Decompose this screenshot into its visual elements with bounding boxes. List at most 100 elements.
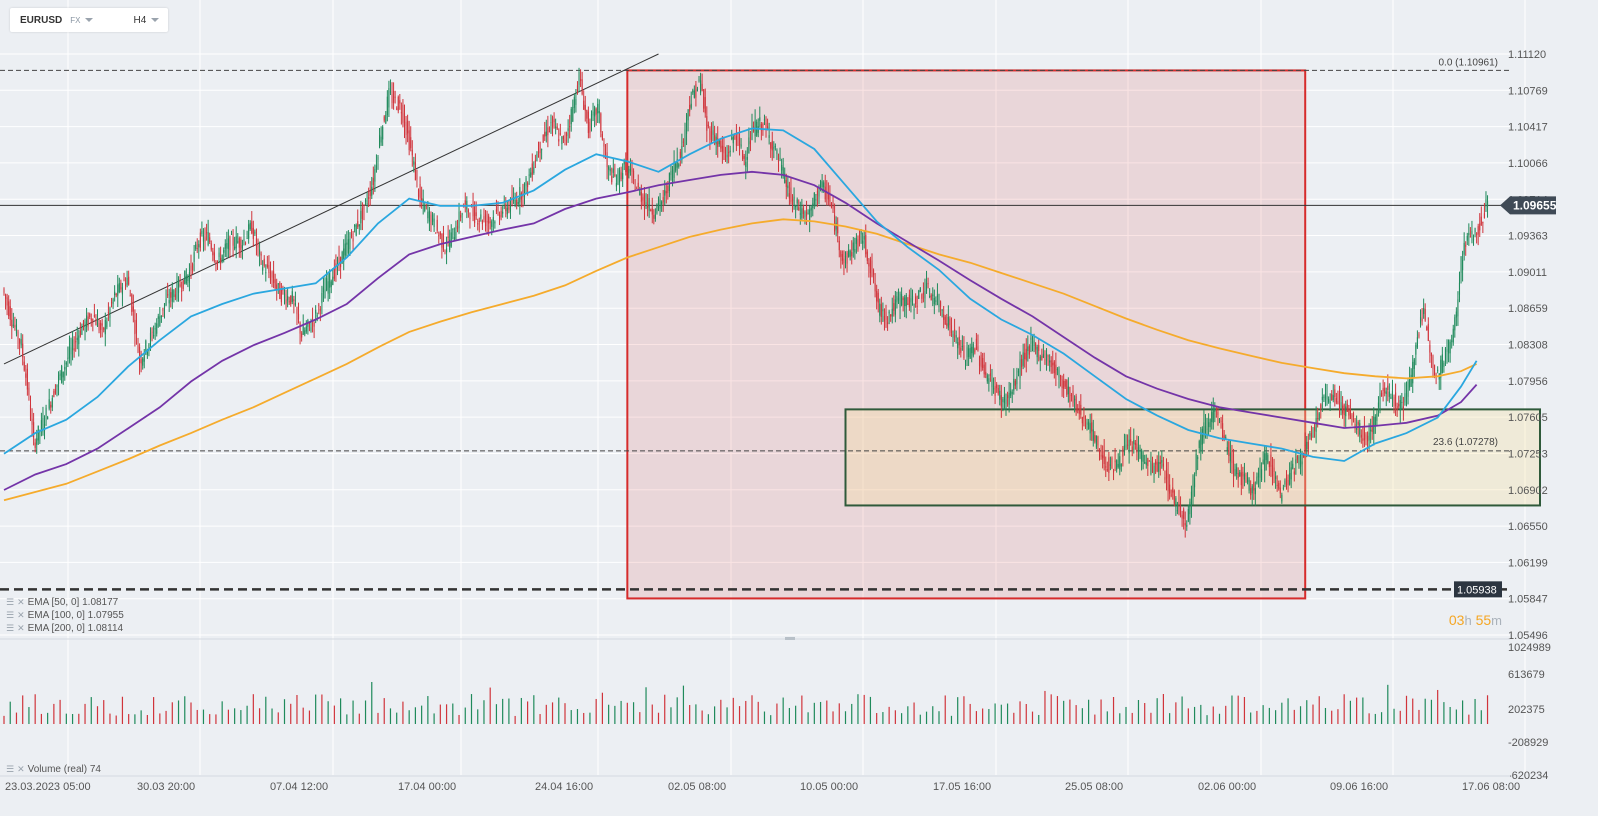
candle-body [81, 327, 83, 335]
candle-body [1399, 400, 1401, 411]
timeframe-selector[interactable]: H4 [133, 14, 147, 26]
candle-body [1092, 429, 1094, 441]
candle-body [1176, 510, 1178, 512]
candle-body [244, 242, 247, 244]
candle-body [793, 196, 795, 207]
candle-body [315, 309, 317, 314]
time-tick-label: 25.05 08:00 [1065, 781, 1123, 793]
candle-body [919, 288, 921, 292]
candle-body [396, 108, 398, 110]
candle-body [1133, 440, 1135, 444]
candle-body [383, 116, 385, 121]
candle-body [502, 211, 504, 214]
settings-icon[interactable]: ☰ [6, 623, 15, 633]
volume-tick-label: -208929 [1508, 737, 1548, 749]
symbol-selector[interactable]: EURUSD FX H4 [10, 8, 168, 32]
legend-ema200[interactable]: ☰ ✕ EMA [200, 0] 1.08114 [6, 623, 123, 634]
candle-body [121, 287, 123, 295]
candle-body [190, 265, 192, 271]
candle-body [449, 239, 451, 250]
candle-body [139, 347, 141, 363]
candle-body [829, 193, 831, 202]
settings-icon[interactable]: ☰ [6, 610, 15, 620]
candle-body [618, 170, 621, 183]
candle-body [1022, 352, 1024, 366]
candle-body [20, 338, 22, 346]
candle-body [1379, 393, 1381, 411]
candle-body [1443, 362, 1445, 367]
candle-body [296, 307, 298, 315]
close-icon[interactable]: ✕ [17, 610, 25, 620]
candle-body [1298, 456, 1300, 465]
candle-body [153, 335, 155, 337]
candle-body [215, 261, 217, 264]
candle-body [530, 172, 532, 178]
candle-body [693, 90, 695, 98]
candle-body [1209, 419, 1211, 428]
candle-body [718, 140, 720, 145]
candle-body [361, 208, 363, 219]
candle-body [218, 252, 220, 258]
candle-body [1158, 461, 1160, 472]
settings-icon[interactable]: ☰ [6, 597, 15, 607]
candle-body [422, 198, 424, 203]
legend-volume[interactable]: ☰ ✕ Volume (real) 74 [6, 764, 101, 775]
candle-body [918, 290, 920, 299]
candle-body [509, 198, 512, 212]
candle-body [1240, 472, 1242, 486]
candle-body [837, 226, 839, 234]
candle-body [1343, 404, 1345, 416]
candle-body [830, 202, 833, 208]
candle-body [1061, 379, 1063, 389]
candle-body [1086, 422, 1088, 425]
candle-body [534, 160, 536, 162]
candle-body [999, 390, 1001, 400]
candle-body [1362, 438, 1364, 441]
candle-body [98, 323, 100, 331]
chevron-down-icon[interactable] [85, 18, 94, 22]
candle-body [508, 206, 510, 210]
candle-body [352, 238, 354, 242]
candle-body [729, 150, 731, 153]
candle-body [1137, 447, 1140, 452]
legend-ema50[interactable]: ☰ ✕ EMA [50, 0] 1.08177 [6, 597, 118, 608]
price-tick-label: 1.08308 [1508, 340, 1548, 352]
candle-body [818, 186, 820, 197]
candle-body [489, 221, 491, 223]
legend-ema100[interactable]: ☰ ✕ EMA [100, 0] 1.07955 [6, 610, 124, 621]
candle-body [332, 276, 334, 285]
candle-body [460, 214, 462, 218]
candle-body [1187, 508, 1189, 521]
close-icon[interactable]: ✕ [17, 597, 25, 607]
candle-body [676, 159, 678, 168]
candle-body [397, 96, 399, 111]
candle-body [916, 305, 918, 307]
candle-body [1111, 457, 1113, 469]
candle-body [740, 144, 742, 147]
candle-body [1010, 390, 1012, 396]
candle-body [1144, 462, 1146, 464]
candle-body [435, 232, 437, 234]
candle-body [134, 319, 136, 335]
close-icon[interactable]: ✕ [17, 623, 25, 633]
candle-body [1419, 317, 1422, 324]
close-icon[interactable]: ✕ [17, 764, 25, 774]
symbol-name[interactable]: EURUSD [20, 14, 63, 26]
candle-body [313, 322, 315, 327]
candle-body [960, 347, 962, 353]
candle-body [1454, 317, 1456, 331]
chevron-down-icon[interactable] [151, 18, 160, 22]
candle-body [911, 295, 914, 301]
candle-body [936, 294, 938, 298]
candle-body [1179, 506, 1182, 511]
candle-body [1136, 443, 1138, 453]
candle-body [879, 303, 881, 316]
candle-body [148, 344, 150, 352]
volume-tick-label: 202375 [1508, 704, 1545, 716]
candle-body [438, 235, 440, 237]
candle-body [184, 270, 186, 285]
candle-body [1398, 403, 1400, 407]
settings-icon[interactable]: ☰ [6, 764, 15, 774]
candle-body [419, 184, 421, 199]
